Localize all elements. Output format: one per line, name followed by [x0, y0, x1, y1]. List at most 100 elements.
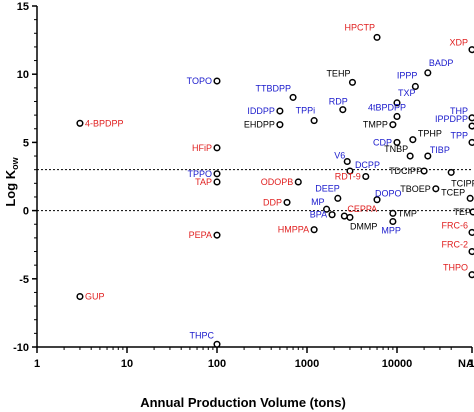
data-point	[310, 226, 318, 234]
na-data-point-label: FRC-2	[442, 240, 469, 250]
data-point	[310, 117, 318, 125]
na-data-point-label: THPO	[443, 263, 468, 273]
point-labels-group: HPCTP BADP TOPO TEHP IPPP TTBDPP TXP IDDPP RDP 4t…	[85, 22, 474, 340]
data-point-label: HMPPA	[278, 225, 309, 235]
na-data-point	[468, 247, 474, 256]
data-point	[294, 178, 302, 186]
data-point-label: TDCIPP	[389, 166, 422, 176]
data-point	[389, 121, 397, 129]
data-point	[289, 93, 297, 101]
data-point-label: DOPO	[375, 189, 402, 199]
data-point	[466, 194, 474, 202]
data-point-label: 4-BPDPP	[85, 118, 124, 128]
y-tick-label: 5	[23, 137, 29, 149]
data-point-label: TNBP	[384, 144, 408, 154]
x-tick-label: 100000	[469, 358, 474, 370]
data-point	[213, 231, 221, 239]
data-point	[406, 152, 414, 160]
data-point	[393, 112, 401, 121]
data-point-label: RDP	[329, 97, 348, 107]
y-tick-label: 15	[17, 1, 29, 13]
data-point	[340, 212, 348, 220]
data-point	[432, 185, 440, 193]
x-tick-label-na: NA	[458, 358, 474, 370]
data-point	[411, 82, 419, 91]
y-axis-title: Log Kow	[3, 156, 20, 206]
data-point-label: DCPP	[355, 160, 380, 170]
data-point-label: CEPPA	[347, 204, 377, 214]
y-axis-title-subscript: ow	[10, 156, 20, 169]
data-point-label: TCIPP	[451, 178, 474, 188]
na-data-point-label: IPPDPP	[435, 114, 468, 124]
data-point	[323, 205, 331, 213]
y-tick-label: 0	[23, 206, 29, 218]
data-point-label: DEEP	[315, 183, 340, 193]
data-point	[346, 167, 354, 175]
data-point-label: IPPP	[397, 70, 418, 80]
data-point	[213, 170, 221, 178]
data-point	[276, 107, 284, 115]
na-data-point-label: TPP	[450, 130, 468, 140]
data-point-label: RDT-9	[335, 172, 361, 182]
points-group	[76, 33, 474, 348]
y-axis-title-main: Log K	[3, 169, 18, 206]
data-point-label: TPPi	[296, 106, 316, 116]
data-point	[469, 208, 474, 216]
data-point-label: TCEP	[441, 187, 465, 197]
na-data-point	[468, 271, 474, 279]
data-point	[334, 194, 342, 202]
data-point	[213, 77, 221, 85]
data-point-label: TAP	[195, 177, 212, 187]
data-point	[346, 213, 354, 221]
data-point	[213, 340, 221, 348]
na-data-point-label: FRC-6	[442, 220, 469, 230]
data-point-label: TTBDPP	[256, 83, 292, 93]
na-data-point	[468, 138, 474, 146]
y-tick-label: -10	[13, 342, 29, 354]
data-point-label: ODOPB	[261, 177, 294, 187]
data-point	[373, 196, 381, 204]
data-point-label: 4tBPDPP	[368, 102, 406, 112]
data-point-label: TPPO	[187, 169, 212, 179]
data-point-label: IDDPP	[247, 106, 275, 116]
data-point-label: HFiP	[192, 143, 212, 153]
data-point-label: BPA	[310, 210, 327, 220]
data-point	[409, 136, 417, 144]
y-tick-label: -5	[19, 274, 29, 286]
x-tick-label: 10000	[382, 358, 413, 370]
data-point-label: TBOEP	[400, 184, 431, 194]
data-point	[393, 138, 401, 146]
data-point	[424, 152, 432, 160]
data-point	[213, 178, 221, 186]
x-tick-label: 100	[208, 358, 226, 370]
data-point-label: THPC	[190, 330, 215, 340]
na-data-point	[468, 114, 474, 122]
data-point	[283, 198, 291, 206]
data-point-label: TMP	[398, 208, 417, 218]
data-point-label: TPHP	[418, 129, 442, 139]
data-point	[393, 99, 401, 107]
data-point	[76, 292, 84, 301]
x-tick-label: 10	[121, 358, 133, 370]
na-data-point	[468, 122, 474, 130]
data-point-label: TOPO	[187, 76, 212, 86]
na-data-point-label: THP	[450, 106, 468, 116]
data-point-label: TEP	[454, 207, 472, 217]
data-point	[389, 209, 397, 217]
na-data-point-label: XDP	[449, 38, 468, 48]
x-tick-label: 1	[34, 358, 40, 370]
data-point-label: EHDPP	[244, 120, 275, 130]
data-point-label: HPCTP	[345, 22, 376, 32]
data-point	[328, 211, 336, 219]
data-point-label: MPP	[381, 226, 401, 236]
data-point	[362, 172, 370, 181]
data-point	[213, 144, 221, 152]
na-data-point	[468, 228, 474, 236]
data-point-label: MP	[311, 197, 325, 207]
data-point	[348, 78, 357, 86]
data-point	[424, 69, 432, 77]
data-point	[389, 217, 397, 226]
data-point-label: TXP	[398, 88, 416, 98]
